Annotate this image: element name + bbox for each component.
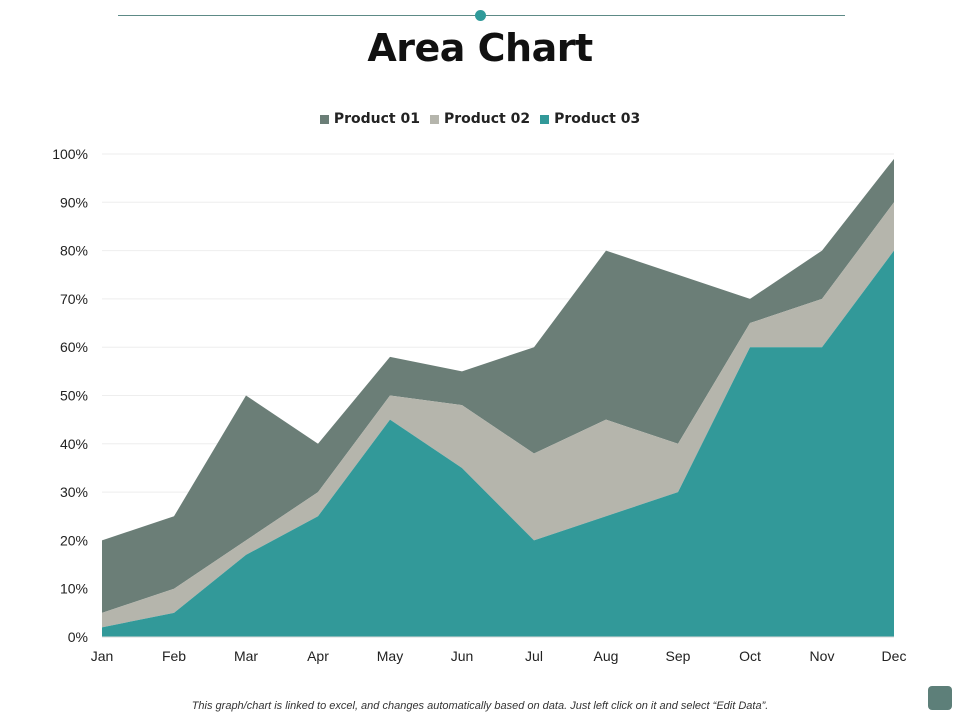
- legend-item-product-01: Product 01: [319, 111, 420, 127]
- x-tick-label: Sep: [666, 648, 691, 664]
- x-tick-label: Apr: [307, 648, 329, 664]
- x-tick-label: Dec: [882, 648, 907, 664]
- area-series-product-03: [102, 250, 894, 637]
- y-tick-label: 10%: [60, 581, 88, 597]
- x-tick-label: Jul: [525, 648, 543, 664]
- y-tick-label: 100%: [52, 146, 88, 162]
- legend-label-product-01: Product 01: [333, 111, 420, 127]
- corner-button[interactable]: [928, 686, 952, 710]
- legend-item-product-02: Product 02: [429, 111, 531, 127]
- x-tick-label: May: [377, 648, 403, 664]
- title-divider-dot: [475, 10, 486, 21]
- area-series-product-01: [102, 158, 894, 613]
- legend-swatch-product-02: [429, 114, 439, 124]
- x-tick-label: Oct: [739, 648, 761, 664]
- x-tick-label: Aug: [594, 648, 619, 664]
- x-tick-label: Jan: [91, 648, 114, 664]
- legend-label-product-03: Product 03: [554, 111, 641, 127]
- y-tick-label: 80%: [60, 243, 88, 259]
- y-tick-label: 60%: [60, 339, 88, 355]
- legend-swatch-product-01: [319, 114, 329, 124]
- chart-legend: Product 01 Product 02 Product 03: [0, 111, 960, 127]
- x-tick-label: Feb: [162, 648, 186, 664]
- y-tick-label: 90%: [60, 194, 88, 210]
- page-title: Area Chart: [367, 26, 593, 70]
- y-tick-label: 20%: [60, 532, 88, 548]
- x-tick-label: Jun: [451, 648, 474, 664]
- legend-swatch-product-03: [540, 114, 550, 124]
- area-series-product-02: [102, 202, 894, 628]
- legend-item-product-03: Product 03: [540, 111, 640, 127]
- x-tick-label: Nov: [810, 648, 835, 664]
- y-tick-label: 0%: [68, 629, 88, 645]
- x-tick-label: Mar: [234, 648, 258, 664]
- y-tick-label: 30%: [60, 484, 88, 500]
- footer-note: This graph/chart is linked to excel, and…: [191, 700, 769, 712]
- legend-label-product-02: Product 02: [443, 111, 531, 127]
- y-tick-label: 40%: [60, 436, 88, 452]
- y-tick-label: 70%: [60, 291, 88, 307]
- y-tick-label: 50%: [60, 388, 88, 404]
